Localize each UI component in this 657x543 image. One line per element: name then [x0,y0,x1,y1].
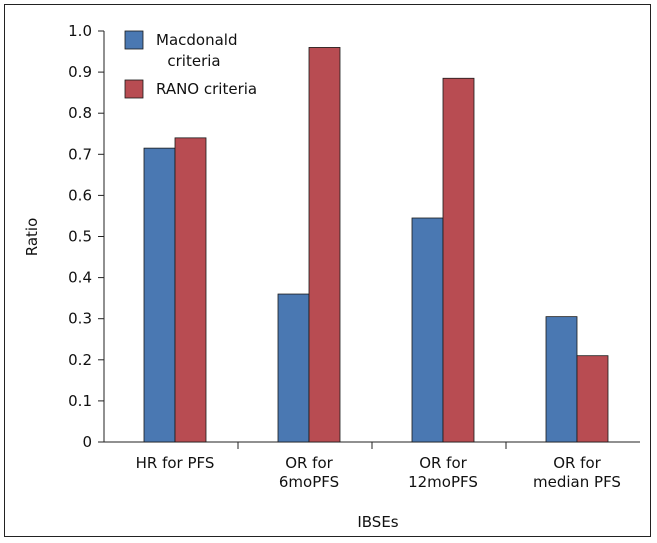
y-axis-title: Ratio [23,218,41,257]
x-axis-title: IBSEs [357,513,398,531]
y-tick-label: 0.4 [68,269,92,287]
y-tick-label: 0.7 [68,145,92,163]
bar-macdonald [143,147,176,443]
y-tick-label: 0.5 [68,228,92,246]
y-tick-label: 0.6 [68,186,92,204]
bar-macdonald [411,217,444,443]
y-tick-label: 0.8 [68,104,92,122]
bars [143,47,609,443]
bar-rano [308,47,341,443]
x-category-label: median PFS [533,473,621,491]
legend-label: Macdonald [156,31,237,49]
bar-macdonald [277,293,310,443]
y-tick-label: 0.1 [68,392,92,410]
y-tick-label: 1.0 [68,22,92,40]
bar-macdonald [545,316,578,443]
legend: Macdonald criteria RANO criteria [124,30,257,99]
y-tick-label: 0.3 [68,310,92,328]
x-category-label: OR for [419,454,467,472]
bar-rano [442,77,475,443]
y-tick-label: 0.2 [68,351,92,369]
y-tick-label: 0.9 [68,63,92,81]
x-category-label: 12moPFS [408,473,478,491]
y-tick-label: 0 [82,433,92,451]
legend-swatch [124,79,144,99]
x-category-label: OR for [553,454,601,472]
legend-label: RANO criteria [156,80,257,98]
x-category-label: 6moPFS [279,473,339,491]
x-category-label: HR for PFS [136,454,215,472]
bar-rano [174,137,207,443]
legend-label: criteria [167,52,220,70]
legend-swatch [124,30,144,50]
x-category-label: OR for [285,454,333,472]
bar-rano [576,355,609,443]
y-ticks: 0 0.1 0.2 0.3 0.4 0.5 0.6 0.7 0.8 0.9 1.0 [68,22,104,451]
